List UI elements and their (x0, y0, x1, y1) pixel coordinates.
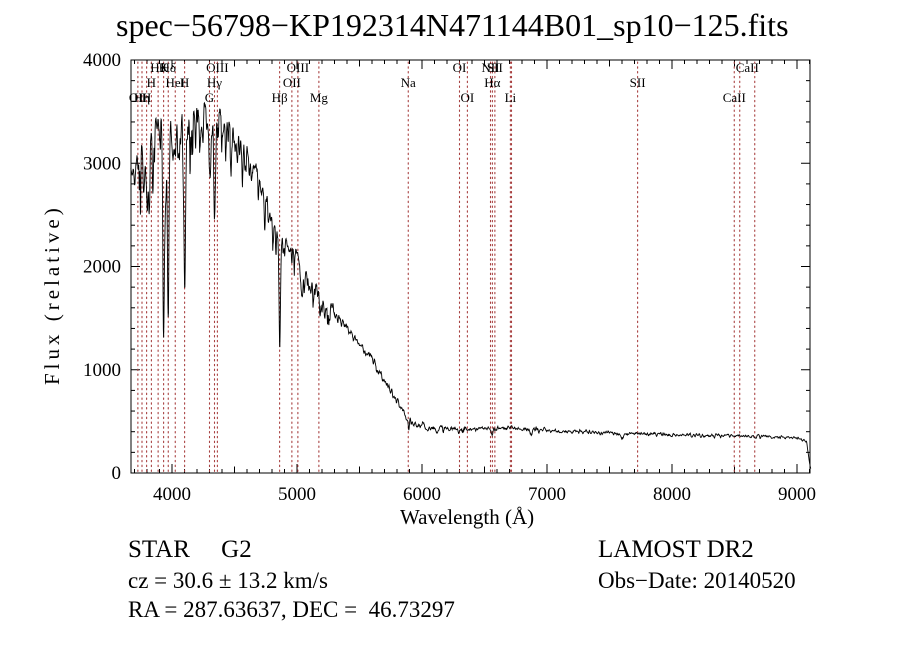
svg-text:H: H (142, 90, 151, 105)
svg-text:Mg: Mg (310, 90, 329, 105)
svg-text:6000: 6000 (403, 484, 441, 505)
svg-text:H: H (147, 75, 156, 90)
svg-text:4000: 4000 (153, 484, 191, 505)
svg-text:Li: Li (505, 90, 517, 105)
svg-text:8000: 8000 (653, 484, 691, 505)
svg-text:OIII: OIII (287, 60, 309, 75)
svg-text:SII: SII (630, 75, 646, 90)
svg-text:Na: Na (401, 75, 416, 90)
svg-text:3000: 3000 (83, 153, 121, 174)
svg-text:CaII: CaII (736, 60, 759, 75)
svg-text:4000: 4000 (83, 50, 121, 71)
svg-text:H: H (180, 75, 189, 90)
svg-text:OI: OI (461, 90, 475, 105)
svg-text:0: 0 (112, 463, 122, 484)
svg-text:Hδ: Hδ (160, 60, 176, 75)
svg-text:5000: 5000 (278, 484, 316, 505)
svg-text:7000: 7000 (528, 484, 566, 505)
svg-text:OII: OII (283, 75, 301, 90)
svg-text:OIII: OIII (206, 60, 228, 75)
svg-text:Hγ: Hγ (207, 75, 222, 90)
svg-text:CaII: CaII (723, 90, 746, 105)
svg-text:1000: 1000 (83, 360, 121, 381)
svg-text:Hβ: Hβ (272, 90, 288, 105)
svg-text:SII: SII (487, 60, 503, 75)
svg-text:OI: OI (453, 60, 467, 75)
svg-text:G: G (205, 90, 214, 105)
svg-text:Hα: Hα (484, 75, 500, 90)
svg-text:9000: 9000 (778, 484, 816, 505)
svg-text:2000: 2000 (83, 257, 121, 278)
